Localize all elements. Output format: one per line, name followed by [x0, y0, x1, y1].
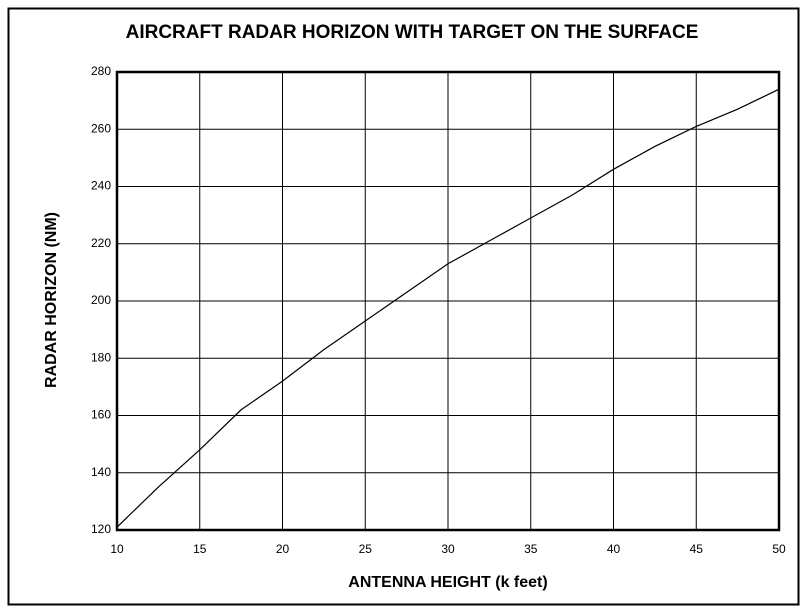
x-tick-label: 35 [524, 542, 538, 556]
x-tick-label: 10 [110, 542, 124, 556]
y-tick-label: 280 [91, 64, 111, 78]
frame [7, 7, 800, 606]
x-axis-label: ANTENNA HEIGHT (k feet) [348, 574, 547, 591]
x-tick-label: 45 [690, 542, 704, 556]
x-tick-label: 25 [359, 542, 373, 556]
x-tick-label: 40 [607, 542, 621, 556]
x-tick-label: 15 [193, 542, 207, 556]
y-tick-label: 180 [91, 350, 111, 364]
x-tick-label: 30 [441, 542, 455, 556]
y-tick-label: 240 [91, 179, 111, 193]
y-tick-label: 220 [91, 236, 111, 250]
y-tick-label: 140 [91, 465, 111, 479]
data-line [116, 88, 780, 528]
y-tick-label: 260 [91, 121, 111, 135]
y-tick-label: 120 [91, 522, 111, 536]
chart-title: AIRCRAFT RADAR HORIZON WITH TARGET ON TH… [126, 22, 699, 43]
y-axis-label: RADAR HORIZON (NM) [43, 212, 60, 388]
x-tick-label: 50 [772, 542, 786, 556]
y-tick-label: 160 [91, 408, 111, 422]
x-tick-label: 20 [276, 542, 290, 556]
plot-border [115, 70, 781, 532]
y-tick-label: 200 [91, 293, 111, 307]
